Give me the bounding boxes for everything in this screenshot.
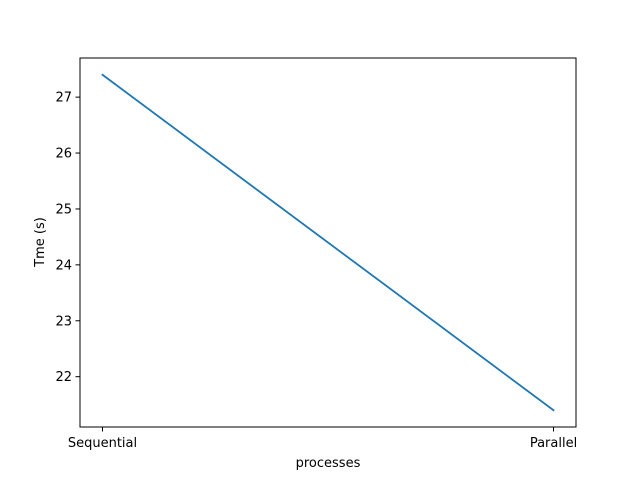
y-tick-label: 27 (55, 91, 72, 106)
x-tick-label: Sequential (68, 436, 137, 451)
x-tick-label: Parallel (530, 436, 577, 451)
series-layer (101, 73, 555, 412)
y-tick-label: 26 (55, 147, 72, 162)
y-tick-label: 23 (55, 314, 72, 329)
y-axis-label: Tme (s) (33, 217, 48, 268)
y-tick-label: 24 (55, 258, 72, 273)
y-tick-label: 22 (55, 370, 72, 385)
x-axis: Sequential Parallel (68, 427, 577, 451)
y-axis: 22 23 24 25 26 27 (55, 91, 80, 385)
x-axis-label: processes (296, 456, 361, 471)
series-line (101, 73, 555, 412)
y-tick-label: 25 (55, 202, 72, 217)
